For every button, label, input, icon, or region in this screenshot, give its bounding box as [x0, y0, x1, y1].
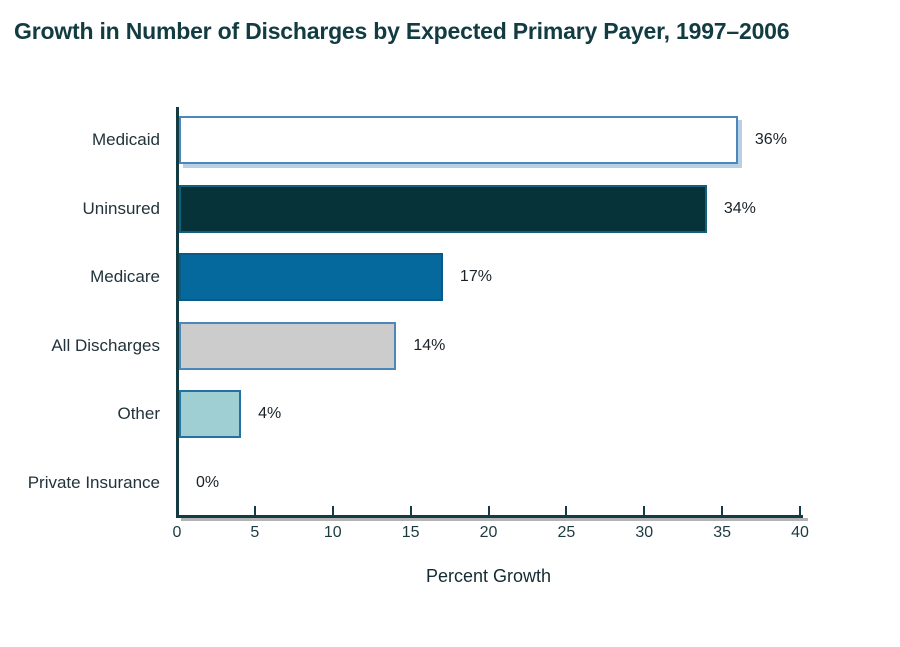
- category-label: All Discharges: [51, 335, 160, 355]
- x-axis-line: [176, 515, 803, 518]
- tick-label: 15: [401, 524, 420, 541]
- tick-mark: [721, 506, 724, 517]
- bar-rows: Medicaid 36% Uninsured 34% Medicare 17% …: [0, 106, 800, 517]
- tick-label: 0: [172, 524, 182, 541]
- tick-mark: [331, 506, 334, 517]
- value-label: 34%: [723, 199, 756, 217]
- tick-label: 20: [479, 524, 498, 541]
- bar-row: Uninsured 34%: [0, 175, 800, 244]
- bar-track: 36%: [179, 106, 800, 175]
- tick-mark: [409, 506, 412, 517]
- bar-row: Medicare 17%: [0, 243, 800, 312]
- value-label: 14%: [413, 336, 446, 354]
- tick-mark: [643, 506, 646, 517]
- bar-track: 4%: [179, 380, 800, 449]
- bar: [179, 390, 242, 439]
- bar-row: Medicaid 36%: [0, 106, 800, 175]
- category-label: Uninsured: [82, 198, 161, 218]
- tick-label: 25: [557, 524, 576, 541]
- tick-mark: [253, 506, 256, 517]
- bar: [179, 116, 738, 165]
- tick-label: 30: [635, 524, 654, 541]
- bar: [179, 253, 443, 302]
- bar-track: 17%: [179, 243, 800, 312]
- bar-row: Private Insurance 0%: [0, 449, 800, 518]
- category-label: Other: [117, 404, 160, 424]
- value-label: 36%: [754, 131, 787, 149]
- x-axis-title: Percent Growth: [425, 566, 552, 586]
- tick-label: 35: [713, 524, 732, 541]
- bar-track: 14%: [179, 312, 800, 381]
- tick-label: 5: [250, 524, 260, 541]
- x-axis-tick-labels: 0 5 10 15 20 25 30 35 40: [173, 524, 809, 544]
- value-label: 0%: [196, 473, 220, 491]
- category-label: Medicaid: [91, 130, 160, 150]
- y-axis-line: [176, 107, 179, 518]
- tick-mark: [176, 506, 178, 517]
- tick-mark: [799, 506, 801, 517]
- x-axis-ticks: [176, 506, 801, 517]
- category-label: Private Insurance: [27, 472, 160, 492]
- category-label: Medicare: [90, 267, 160, 287]
- tick-mark: [565, 506, 568, 517]
- value-label: 4%: [258, 405, 282, 423]
- bar-row: All Discharges 14%: [0, 312, 800, 381]
- bar-row: Other 4%: [0, 380, 800, 449]
- value-label: 17%: [459, 268, 492, 286]
- tick-mark: [487, 506, 490, 517]
- tick-label: 10: [323, 524, 342, 541]
- tick-label: 40: [791, 524, 809, 541]
- chart-title: Growth in Number of Discharges by Expect…: [14, 18, 790, 44]
- bar-track: 0%: [179, 449, 800, 518]
- bar: [179, 184, 707, 233]
- bar: [179, 321, 397, 370]
- bar-track: 34%: [179, 175, 800, 244]
